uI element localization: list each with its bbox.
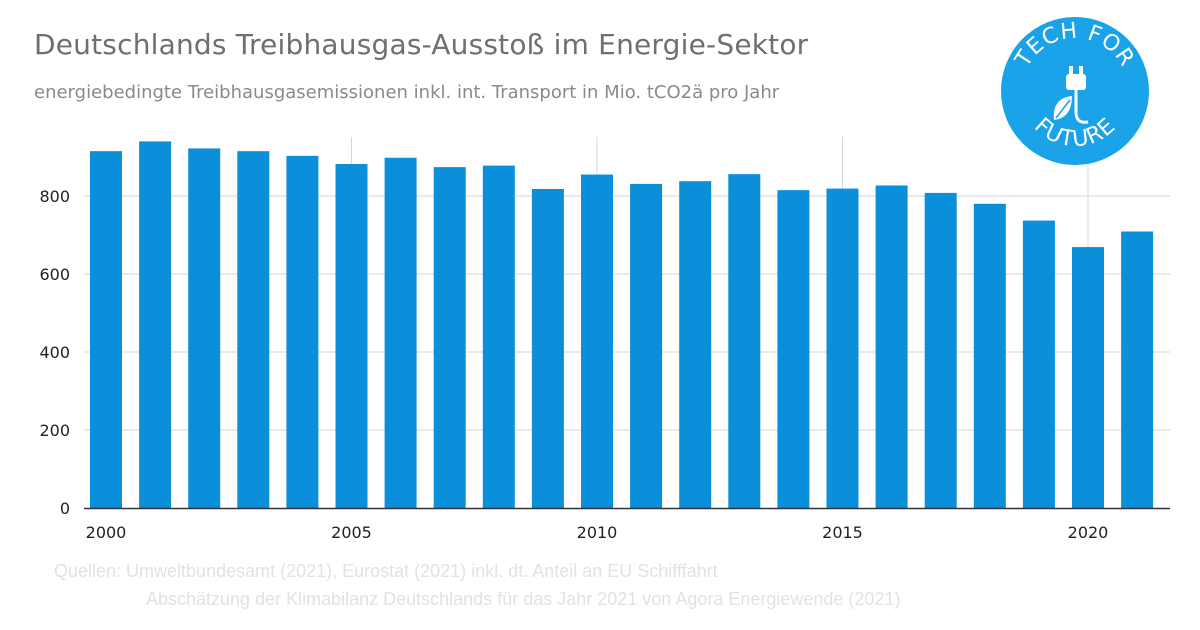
bar-2004 — [286, 155, 319, 508]
bar-2019 — [1022, 220, 1055, 508]
source-line-2: Abschätzung der Klimabilanz Deutschlands… — [146, 589, 901, 609]
bar-2008 — [482, 165, 515, 508]
bar-2017 — [924, 192, 957, 508]
x-tick-label: 2000 — [86, 523, 127, 542]
tech-for-future-logo: TECH FOR FUTURE — [1001, 17, 1149, 165]
bar-2003 — [237, 151, 270, 508]
source-line-1: Quellen: Umweltbundesamt (2021), Eurosta… — [54, 561, 718, 581]
bar-2007 — [433, 167, 466, 508]
x-tick-label: 2015 — [822, 523, 863, 542]
plug-leaf-icon — [1053, 66, 1089, 124]
bar-2016 — [875, 185, 908, 508]
y-tick-label: 400 — [39, 343, 70, 362]
bar-2013 — [728, 174, 761, 508]
bar-2002 — [188, 148, 221, 509]
bar-2006 — [384, 157, 417, 508]
y-tick-label: 600 — [39, 265, 70, 284]
bar-2001 — [139, 141, 172, 508]
y-tick-label: 800 — [39, 187, 70, 206]
bar-2015 — [826, 188, 859, 508]
bar-2010 — [581, 174, 613, 509]
bar-2009 — [531, 188, 564, 509]
x-tick-label: 2020 — [1068, 523, 1109, 542]
bar-2018 — [973, 203, 1006, 509]
bar-2000 — [90, 151, 122, 508]
chart-title: Deutschlands Treibhausgas-Ausstoß im Ene… — [34, 28, 809, 61]
y-tick-label: 200 — [39, 421, 70, 440]
bar-2021 — [1121, 231, 1154, 509]
bar-2014 — [777, 190, 810, 508]
bar-2005 — [335, 164, 368, 508]
bar-2020 — [1072, 247, 1104, 508]
chart-subtitle: energiebedingte Treibhausgasemissionen i… — [34, 82, 780, 103]
y-tick-label: 0 — [60, 499, 70, 518]
x-tick-label: 2010 — [577, 523, 618, 542]
x-tick-label: 2005 — [331, 523, 372, 542]
bar-2012 — [679, 181, 712, 508]
bar-2011 — [630, 183, 663, 508]
